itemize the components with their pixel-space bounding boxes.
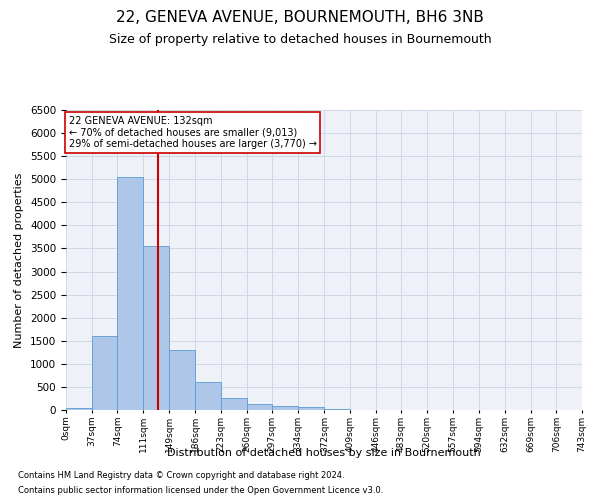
Bar [325, 408, 350, 410]
Bar [92, 336, 118, 410]
Bar [195, 382, 221, 410]
Bar [169, 350, 195, 410]
Bar [298, 408, 325, 410]
Bar [66, 408, 92, 410]
Bar [221, 398, 247, 410]
Text: 22, GENEVA AVENUE, BOURNEMOUTH, BH6 3NB: 22, GENEVA AVENUE, BOURNEMOUTH, BH6 3NB [116, 10, 484, 25]
Text: Contains public sector information licensed under the Open Government Licence v3: Contains public sector information licen… [18, 486, 383, 495]
Text: Size of property relative to detached houses in Bournemouth: Size of property relative to detached ho… [109, 32, 491, 46]
Bar [272, 406, 298, 410]
Text: 22 GENEVA AVENUE: 132sqm
← 70% of detached houses are smaller (9,013)
29% of sem: 22 GENEVA AVENUE: 132sqm ← 70% of detach… [68, 116, 317, 149]
Bar [247, 404, 272, 410]
Y-axis label: Number of detached properties: Number of detached properties [14, 172, 25, 348]
Bar [143, 246, 169, 410]
Bar [118, 177, 143, 410]
Text: Contains HM Land Registry data © Crown copyright and database right 2024.: Contains HM Land Registry data © Crown c… [18, 471, 344, 480]
Text: Distribution of detached houses by size in Bournemouth: Distribution of detached houses by size … [167, 448, 481, 458]
